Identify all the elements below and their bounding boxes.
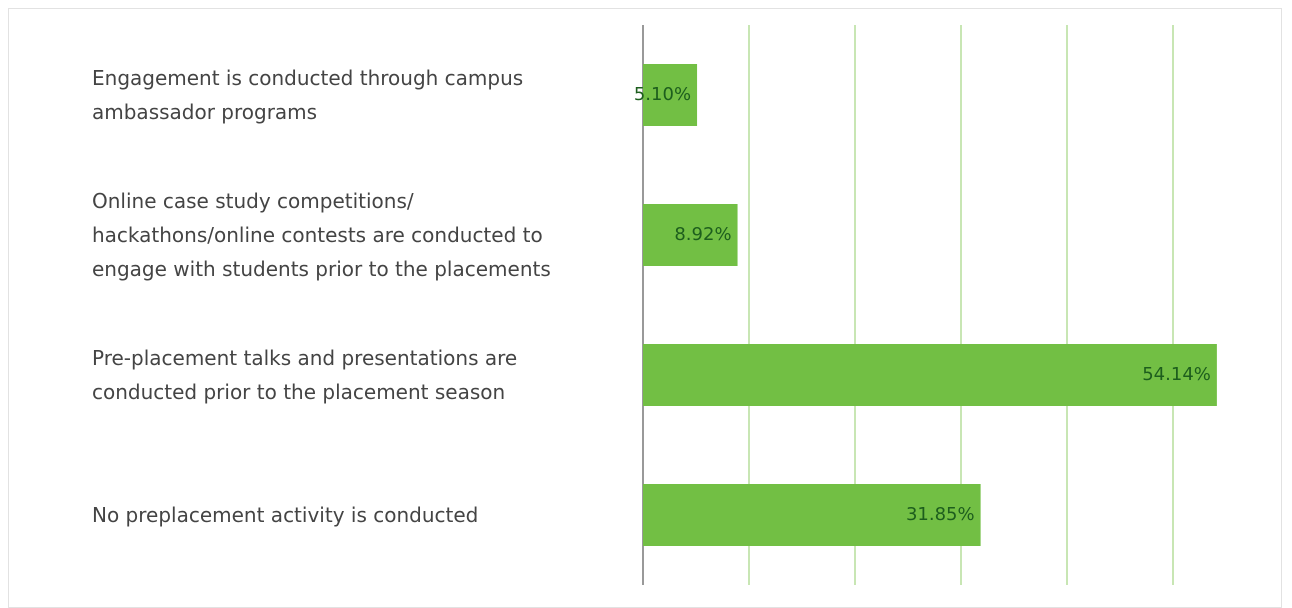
bar: [643, 484, 981, 546]
value-label: 54.14%: [1142, 364, 1211, 385]
category-label: Engagement is conducted through campus a…: [92, 66, 524, 124]
bar: [643, 64, 698, 126]
bar: [643, 204, 738, 266]
category-label: No preplacement activity is conducted: [92, 503, 479, 527]
bar: [643, 344, 1217, 406]
value-label: 5.10%: [634, 84, 691, 105]
value-label: 8.92%: [674, 224, 731, 245]
category-label: Online case study competitions/ hackatho…: [92, 189, 551, 281]
value-label: 31.85%: [906, 504, 975, 525]
category-label: Pre-placement talks and presentations ar…: [92, 346, 518, 404]
